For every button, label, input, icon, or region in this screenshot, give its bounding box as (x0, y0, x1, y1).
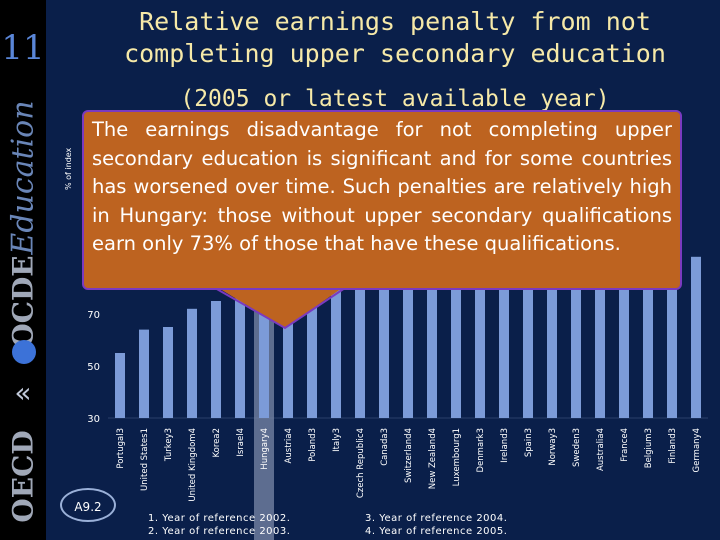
x-tick-label: Korea2 (212, 428, 222, 458)
x-tick-label: Hungary4 (260, 428, 270, 470)
callout-box: The earnings disadvantage for not comple… (82, 110, 682, 290)
bar (115, 353, 125, 418)
bar (307, 285, 317, 418)
bar (235, 298, 245, 418)
bar (619, 264, 629, 418)
bar (331, 282, 341, 418)
x-tick-label: Portugal3 (116, 428, 126, 469)
bar (379, 280, 389, 418)
x-tick-label: Poland3 (308, 428, 318, 462)
indicator-badge: A9.2 (60, 488, 116, 522)
footnote-2: 2. Year of reference 2003. (148, 526, 291, 537)
bar (211, 301, 221, 418)
bar (187, 308, 197, 418)
y-tick-label: 50 (87, 362, 100, 373)
footnote-1: 1. Year of reference 2002. (148, 513, 291, 524)
bar (451, 275, 461, 418)
x-tick-label: Australia4 (596, 428, 606, 471)
x-tick-label: Switzerland4 (404, 428, 414, 483)
footnote-3: 3. Year of reference 2004. (365, 513, 508, 524)
bar (547, 267, 557, 418)
bar (139, 329, 149, 418)
bar (163, 327, 173, 418)
x-tick-label: Luxembourg1 (452, 428, 462, 486)
bar (667, 259, 677, 418)
bar (523, 269, 533, 418)
bar (499, 272, 509, 418)
bar (259, 306, 269, 418)
y-tick-label: 30 (87, 414, 100, 425)
x-tick-label: France4 (620, 428, 630, 462)
x-tick-label: Belgium3 (644, 428, 654, 468)
x-tick-label: Sweden3 (572, 428, 582, 467)
bar (475, 272, 485, 418)
bar (595, 264, 605, 418)
x-tick-label: Turkey3 (164, 428, 174, 462)
sidebar: 11 Education OCDE « OECD (0, 0, 46, 540)
bar (643, 262, 653, 418)
x-tick-label: Finland3 (668, 428, 678, 464)
bar (403, 277, 413, 418)
bar (355, 280, 365, 418)
oecd-chevrons-icon: « (14, 376, 32, 409)
bar (427, 275, 437, 418)
x-tick-label: Germany4 (692, 428, 702, 472)
x-tick-label: United Kingdom4 (188, 428, 198, 502)
x-tick-label: Austria4 (284, 428, 294, 463)
x-tick-label: Spain3 (524, 428, 534, 457)
slide-number: 11 (1, 28, 45, 68)
x-tick-label: Norway3 (548, 428, 558, 466)
bar (691, 256, 701, 418)
y-tick-label: 70 (87, 310, 100, 321)
x-tick-label: Israel4 (236, 428, 246, 457)
bar (571, 267, 581, 418)
x-tick-label: United States1 (140, 428, 150, 491)
x-tick-label: Czech Republic4 (356, 428, 366, 498)
slide-title: Relative earnings penalty from not compl… (124, 7, 666, 68)
x-tick-label: New Zealand4 (428, 428, 438, 489)
x-tick-label: Canada3 (380, 428, 390, 466)
slide-subtitle: (2005 or latest available year) (180, 86, 610, 112)
x-tick-label: Italy3 (332, 428, 342, 452)
x-tick-label: Denmark3 (476, 428, 486, 472)
footnote-4: 4. Year of reference 2005. (365, 526, 508, 537)
oecd-globe-icon (12, 340, 36, 364)
callout-text: The earnings disadvantage for not comple… (92, 118, 672, 255)
bar (283, 288, 293, 418)
x-tick-label: Ireland3 (500, 428, 510, 463)
